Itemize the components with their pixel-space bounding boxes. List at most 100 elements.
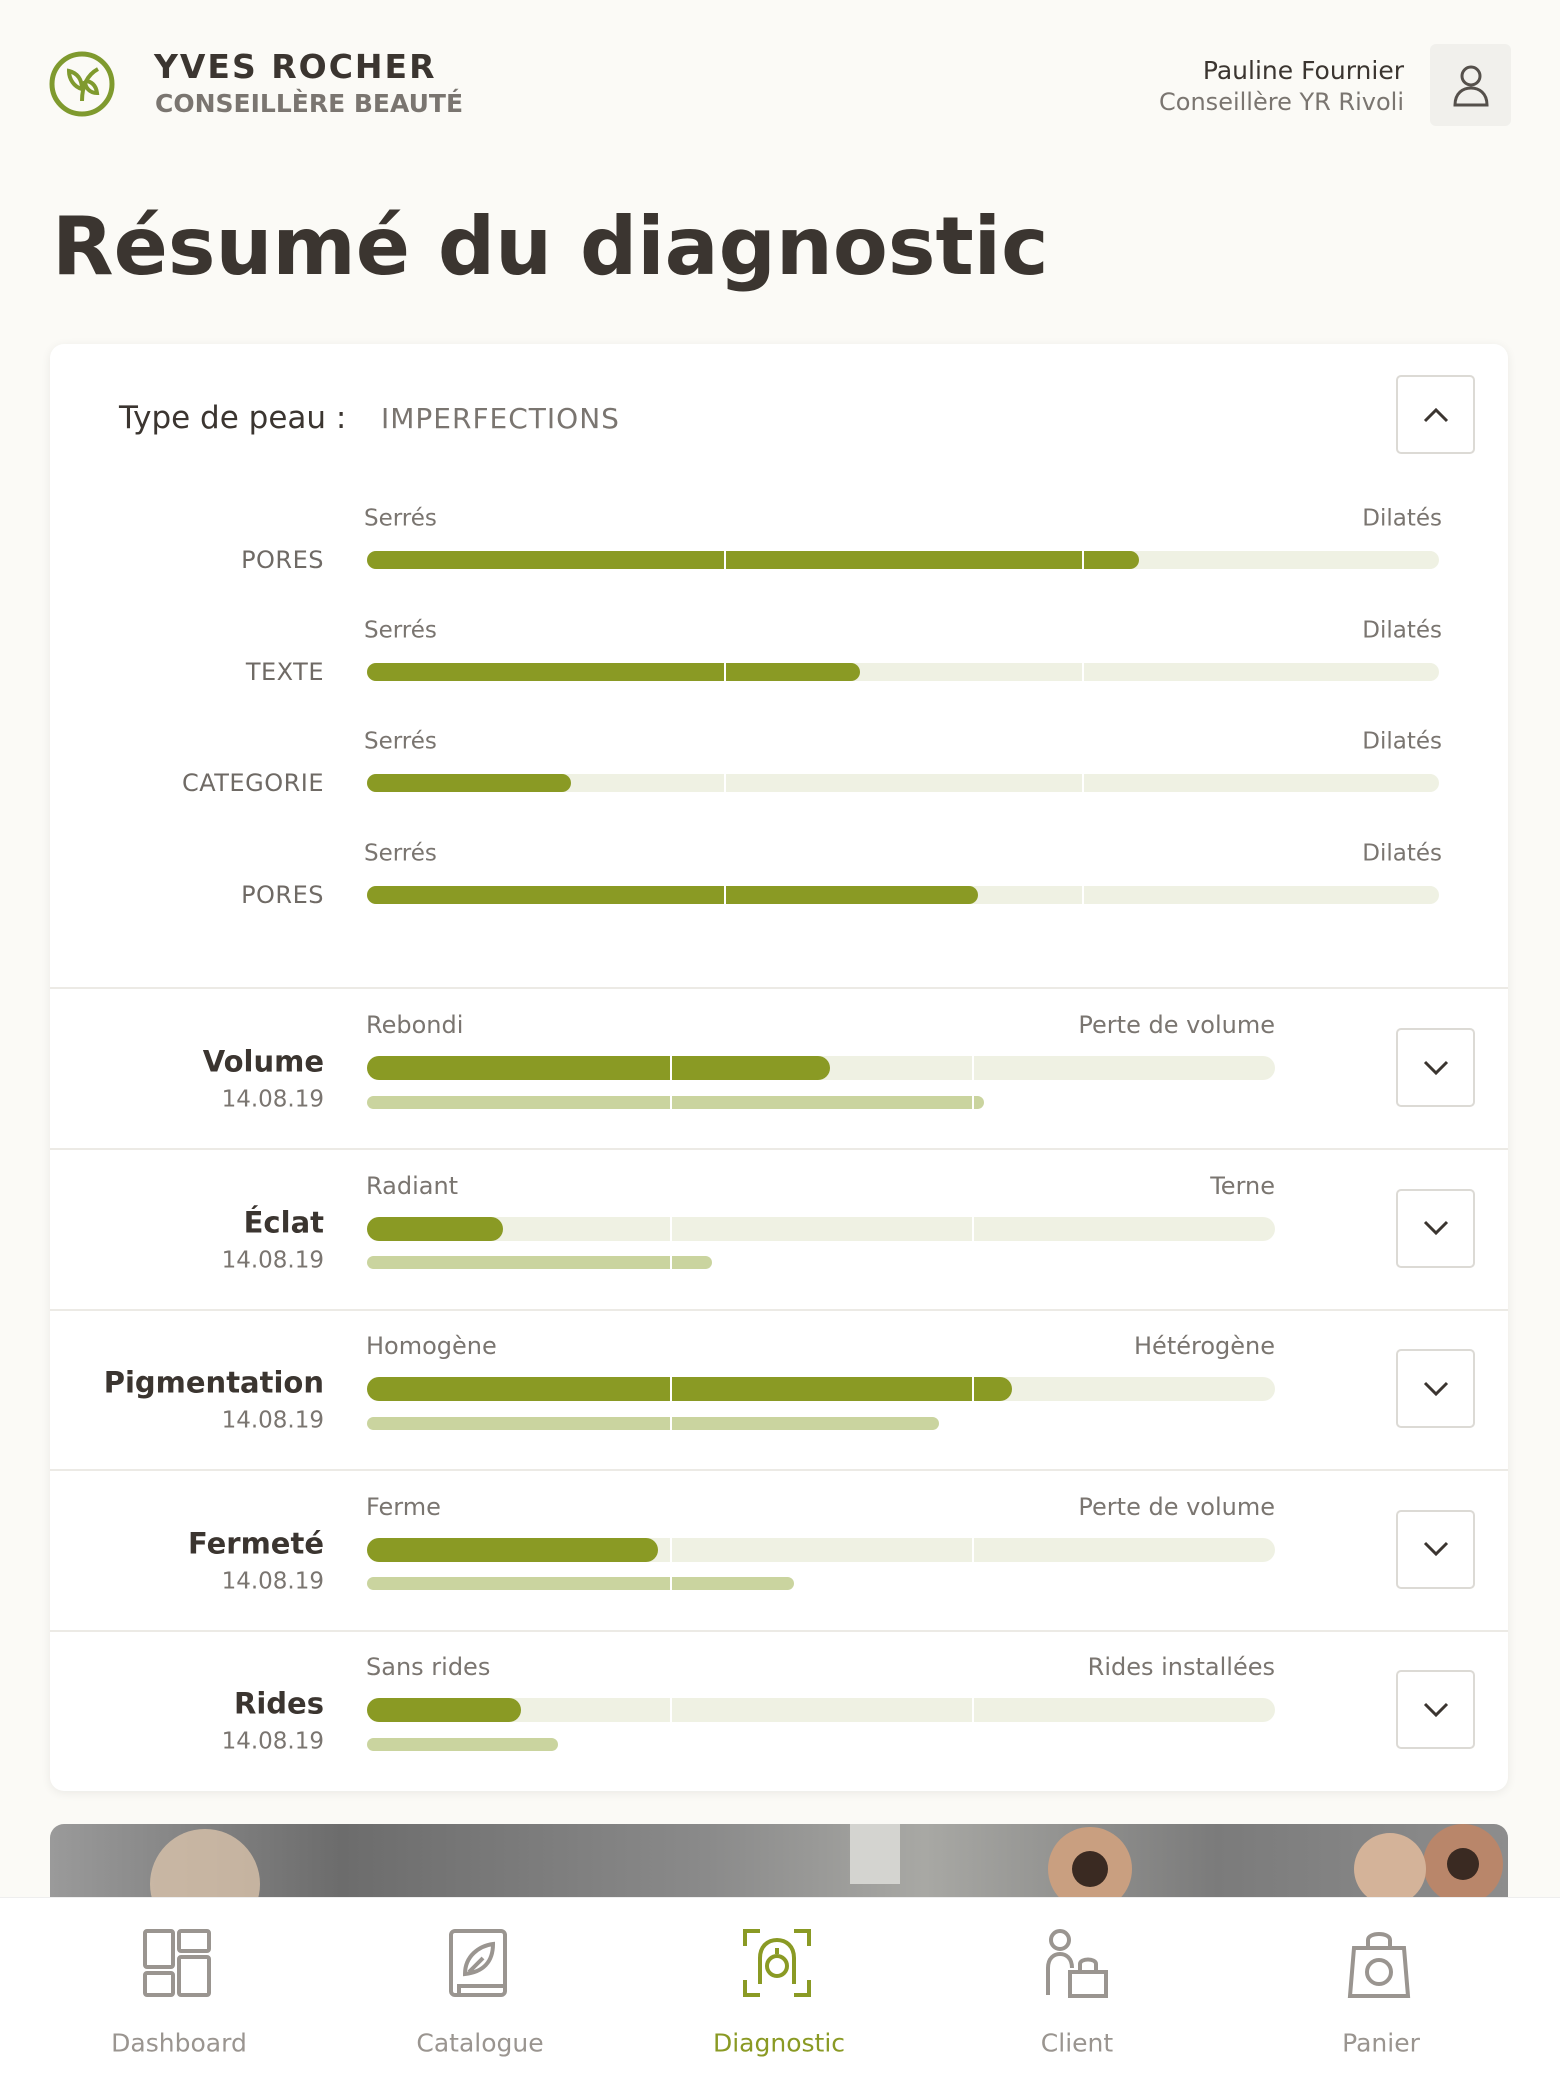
bar-divider [972,1576,975,1591]
scale-min-label: Serrés [364,617,437,643]
nav-icon[interactable] [443,1928,517,2005]
scale-max-label: Dilatés [1362,617,1442,643]
bar-track [367,1216,1275,1241]
bar-previous [367,1256,713,1269]
collapse-button[interactable] [1396,375,1475,454]
bar-divider [1081,551,1084,569]
skin-type-label: Type de peau : [119,400,347,436]
bar-value [367,885,979,904]
bar-divider [972,1698,975,1722]
scale-max-label: Rides installées [1087,1653,1275,1681]
bar-divider [724,662,727,681]
nav-label[interactable]: Client [1040,2028,1114,2058]
criterion-date: 14.08.19 [221,1247,324,1273]
scale-max-label: Hétérogène [1134,1332,1275,1360]
scale-min-label: Serrés [364,728,437,755]
separator [50,1148,1508,1150]
bar-divider [669,1537,672,1562]
separator [50,1469,1508,1471]
scale-max-label: Terne [1210,1171,1275,1200]
nav-label[interactable]: Catalogue [416,2028,544,2058]
scale-min-label: Ferme [366,1492,441,1521]
expand-button[interactable] [1396,1349,1475,1428]
expand-button[interactable] [1396,1188,1475,1268]
expand-button[interactable] [1396,1028,1475,1107]
scale-min-label: Radiant [366,1171,459,1200]
bar-divider [669,1377,672,1401]
scale-min-label: Homogène [366,1332,497,1360]
nav-label[interactable]: Panier [1342,2028,1420,2058]
bar-previous [367,1577,794,1590]
bar-divider [972,1537,975,1562]
bar-divider [669,1576,672,1591]
separator [50,1308,1508,1311]
criterion-date: 14.08.19 [221,1407,324,1434]
scale-max-label: Perte de volume [1078,1011,1275,1039]
bar-divider [669,1216,672,1241]
bar-divider [972,1056,975,1080]
criterion-date: 14.08.19 [221,1568,324,1594]
scale-max-label: Dilatés [1362,840,1442,866]
chevron-down [1423,1060,1448,1075]
bar-divider [669,1737,672,1751]
bar-previous [367,1095,985,1109]
bar-value [367,1698,522,1722]
logo [49,51,115,117]
page-title: Résumé du diagnostic [52,200,1049,293]
user-name: Pauline Fournier [1202,56,1404,85]
brand: YVES ROCHER [154,47,437,86]
scale-min-label: Serrés [364,505,437,532]
bar-divider [972,1255,975,1270]
nav-icon[interactable] [742,1928,816,2005]
skin-type-value: IMPERFECTIONS [381,402,620,435]
bar-value [367,1056,831,1080]
expand-button[interactable] [1396,1509,1475,1589]
scale-min-label: Rebondi [366,1011,464,1039]
scale-max-label: Dilatés [1362,728,1442,755]
bar-divider [669,1698,672,1722]
nav-label[interactable]: Dashboard [111,2028,247,2058]
chevron-down [1423,1381,1448,1396]
bar-divider [669,1416,672,1430]
row-label: PORES [241,880,324,909]
chevron-down [1423,1702,1448,1717]
bar-divider [724,551,727,569]
brand-subtitle: CONSEILLÈRE BEAUTÉ [155,89,464,118]
scale-max-label: Perte de volume [1078,1492,1275,1521]
nav-icon[interactable] [1344,1928,1418,2005]
nav-icon[interactable] [142,1928,216,2005]
bar-track [367,774,1439,792]
bar-value [367,1377,1012,1401]
criterion-name: Fermeté [187,1526,324,1560]
bar-divider [972,1416,975,1430]
bottom-nav [0,1897,1560,2080]
bar-divider [724,774,727,792]
criterion-name: Rides [234,1686,324,1721]
chevron-down [1423,1541,1448,1557]
bar-divider [972,1377,975,1401]
row-label: CATEGORIE [181,769,324,797]
row-label: TEXTE [245,657,324,686]
expand-button[interactable] [1396,1670,1475,1749]
bar-divider [972,1737,975,1751]
bar-divider [972,1095,975,1109]
bar-divider [669,1255,672,1270]
bar-divider [669,1095,672,1109]
row-label: PORES [241,546,324,574]
chevron-down [1423,1220,1448,1236]
nav-label[interactable]: Diagnostic [712,2028,846,2058]
bar-divider [1081,774,1084,792]
scale-max-label: Dilatés [1362,505,1442,532]
nav-icon[interactable] [1040,1928,1114,2005]
bar-value [367,1537,658,1562]
bar-divider [1081,885,1084,904]
bar-value [367,774,571,792]
separator [50,987,1508,989]
avatar-button[interactable] [1430,44,1511,126]
scale-min-label: Serrés [364,840,437,866]
bar-divider [724,885,727,904]
bar-previous [367,1416,940,1430]
criterion-date: 14.08.19 [221,1728,324,1755]
criterion-name: Pigmentation [103,1365,324,1400]
